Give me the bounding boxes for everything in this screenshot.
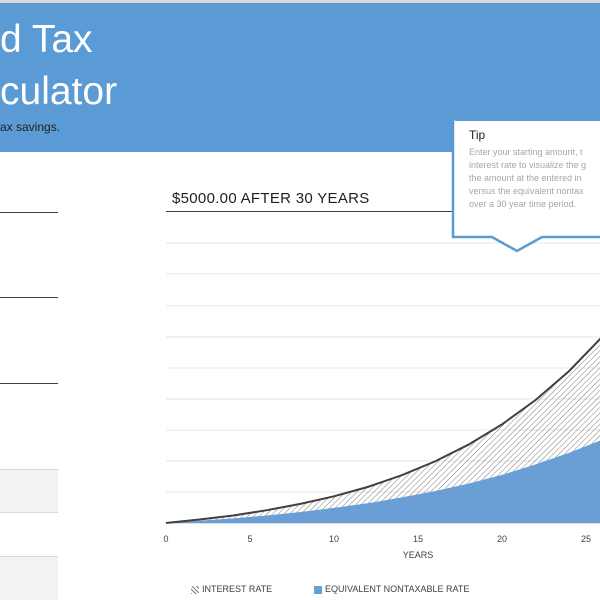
legend-swatch-blue bbox=[314, 585, 322, 594]
x-tick-label: 0 bbox=[163, 534, 168, 544]
result-cell[interactable] bbox=[0, 469, 58, 512]
legend-interest-rate: INTEREST RATE bbox=[191, 584, 272, 594]
result-cell[interactable] bbox=[0, 556, 58, 600]
interest-rate-line bbox=[165, 337, 600, 524]
tip-line-1: Enter your starting amount, t bbox=[469, 147, 583, 157]
x-tick-label: 20 bbox=[497, 534, 507, 544]
result-cell-border bbox=[0, 556, 58, 557]
legend-label-interest: INTEREST RATE bbox=[202, 584, 273, 594]
legend-swatch-hatched bbox=[191, 585, 199, 594]
legend-nontaxable-rate: EQUIVALENT NONTAXABLE RATE bbox=[314, 584, 469, 594]
result-cell-border bbox=[0, 512, 58, 513]
input-row-divider bbox=[0, 297, 58, 298]
tip-line-3: the amount at the entered in bbox=[469, 173, 582, 183]
x-tick-label: 5 bbox=[247, 534, 252, 544]
top-edge bbox=[0, 0, 600, 3]
x-axis-label: YEARS bbox=[403, 550, 434, 560]
calculator-title-line-1: d Tax bbox=[0, 18, 93, 61]
calculator-subtitle: ax savings. bbox=[0, 120, 61, 134]
input-row-divider bbox=[0, 212, 58, 213]
tip-line-2: interest rate to visualize the g bbox=[469, 160, 587, 170]
x-tick-label: 25 bbox=[581, 534, 591, 544]
tip-title: Tip bbox=[469, 128, 486, 142]
tip-line-4: versus the equivalent nontax bbox=[469, 186, 584, 196]
tip-line-5: over a 30 year time period. bbox=[469, 199, 577, 209]
interest-rate-area bbox=[166, 339, 600, 523]
result-cell-border bbox=[0, 469, 58, 470]
chart-title-rule bbox=[166, 211, 600, 212]
x-tick-label: 10 bbox=[329, 534, 339, 544]
legend-label-nontaxable: EQUIVALENT NONTAXABLE RATE bbox=[325, 584, 470, 594]
x-axis-ticks: 0 5 10 15 20 25 bbox=[163, 534, 591, 544]
x-tick-label: 15 bbox=[413, 534, 423, 544]
calculator-title-line-2: culator bbox=[0, 70, 118, 113]
nontaxable-rate-area bbox=[166, 440, 600, 523]
input-row-divider bbox=[0, 383, 58, 384]
chart-title: $5000.00 AFTER 30 YEARS bbox=[172, 190, 370, 207]
